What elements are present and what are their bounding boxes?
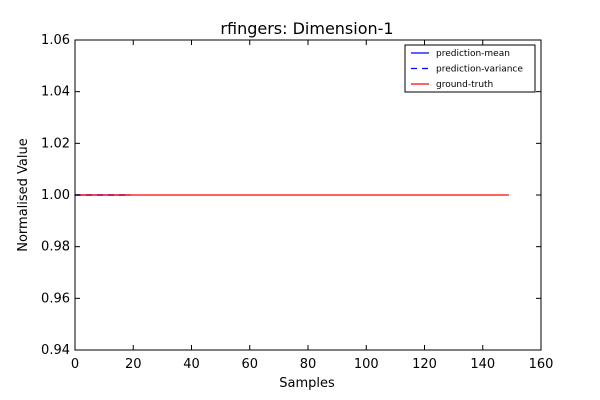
x-tick-label: 40 — [183, 357, 200, 372]
x-tick-label: 20 — [125, 357, 142, 372]
legend: prediction-mean prediction-variance ground… — [404, 44, 536, 93]
x-tick-label: 160 — [529, 357, 554, 372]
y-tick-label: 1.04 — [41, 85, 70, 100]
x-axis-label: Samples — [279, 376, 335, 391]
x-tick-label: 80 — [300, 357, 317, 372]
y-tick-label: 0.94 — [41, 343, 70, 358]
legend-label-prediction-variance: prediction-variance — [436, 65, 523, 75]
y-tick-label: 1.02 — [41, 136, 70, 151]
x-tick-label: 120 — [412, 357, 437, 372]
y-tick-label: 1.06 — [41, 33, 70, 48]
x-tick-label: 60 — [241, 357, 258, 372]
x-tick-label: 140 — [470, 357, 495, 372]
chart-title: rfingers: Dimension-1 — [220, 19, 393, 38]
x-tick-label: 100 — [354, 357, 379, 372]
legend-label-prediction-mean: prediction-mean — [436, 49, 510, 59]
y-tick-label: 0.98 — [41, 240, 70, 255]
x-tick-label: 0 — [71, 357, 79, 372]
y-tick-label: 0.96 — [41, 291, 70, 306]
y-tick-label: 1.00 — [41, 188, 70, 203]
y-axis-label: Normalised Value — [16, 138, 31, 252]
legend-label-ground-truth: ground-truth — [436, 80, 493, 90]
plot-area: 0 20 40 60 80 100 120 140 160 0.94 0.96 0.98 1.00 1.0… — [41, 33, 553, 372]
